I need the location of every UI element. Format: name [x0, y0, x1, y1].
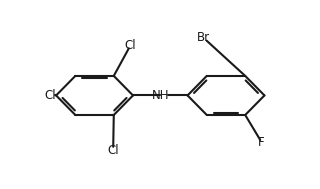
Text: Cl: Cl	[44, 89, 56, 102]
Text: Cl: Cl	[107, 143, 119, 156]
Text: Cl: Cl	[125, 39, 136, 52]
Text: Br: Br	[197, 31, 210, 44]
Text: F: F	[258, 136, 265, 149]
Text: NH: NH	[152, 89, 170, 102]
